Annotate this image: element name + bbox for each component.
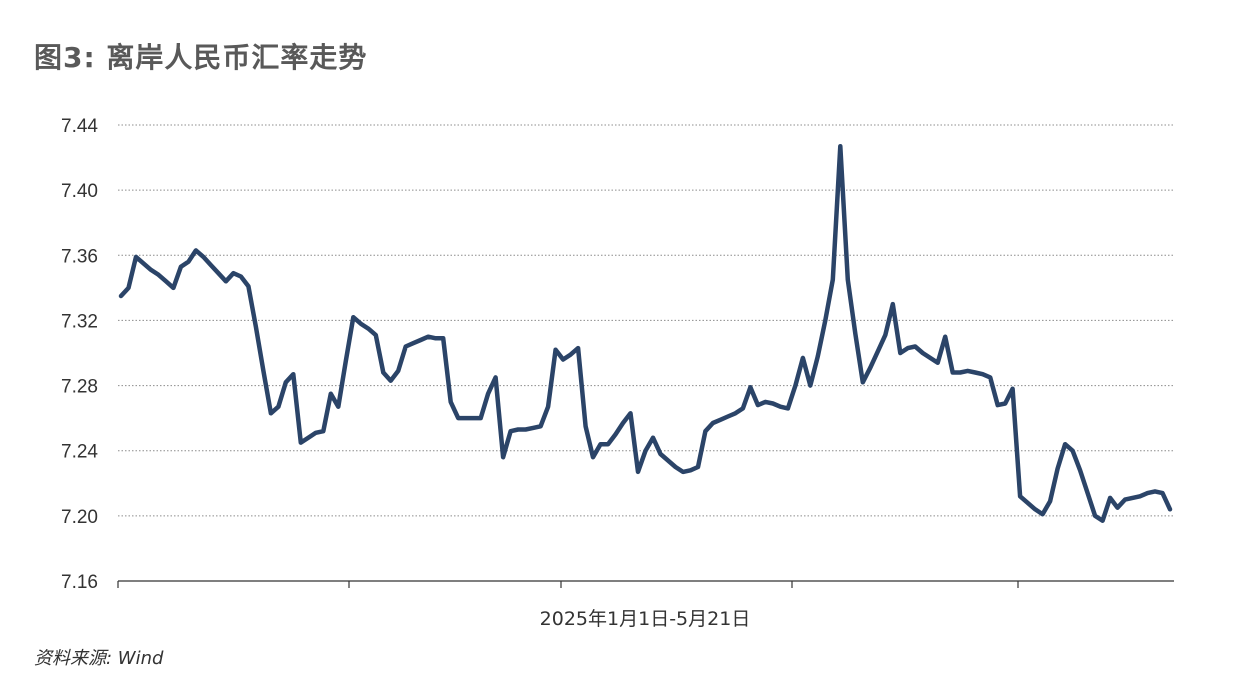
source-note: 资料来源: Wind (34, 648, 164, 669)
y-tick-label: 7.28 (61, 377, 98, 398)
y-tick-label: 7.32 (61, 311, 98, 332)
x-axis-label: 2025年1月1日-5月21日 (540, 608, 751, 630)
y-tick-label: 7.44 (61, 116, 98, 137)
chart-title: 图3: 离岸人民币汇率走势 (34, 41, 368, 74)
y-tick-label: 7.16 (61, 572, 98, 593)
y-tick-label: 7.40 (61, 181, 98, 202)
y-tick-label: 7.36 (61, 246, 98, 267)
series-line (118, 143, 1173, 523)
y-tick-label: 7.20 (61, 507, 98, 528)
x-tick-marks (117, 581, 1019, 588)
y-tick-labels: 7.16 7.20 7.24 7.28 7.32 7.36 7.40 7.44 (61, 116, 98, 593)
y-tick-label: 7.24 (61, 442, 98, 463)
